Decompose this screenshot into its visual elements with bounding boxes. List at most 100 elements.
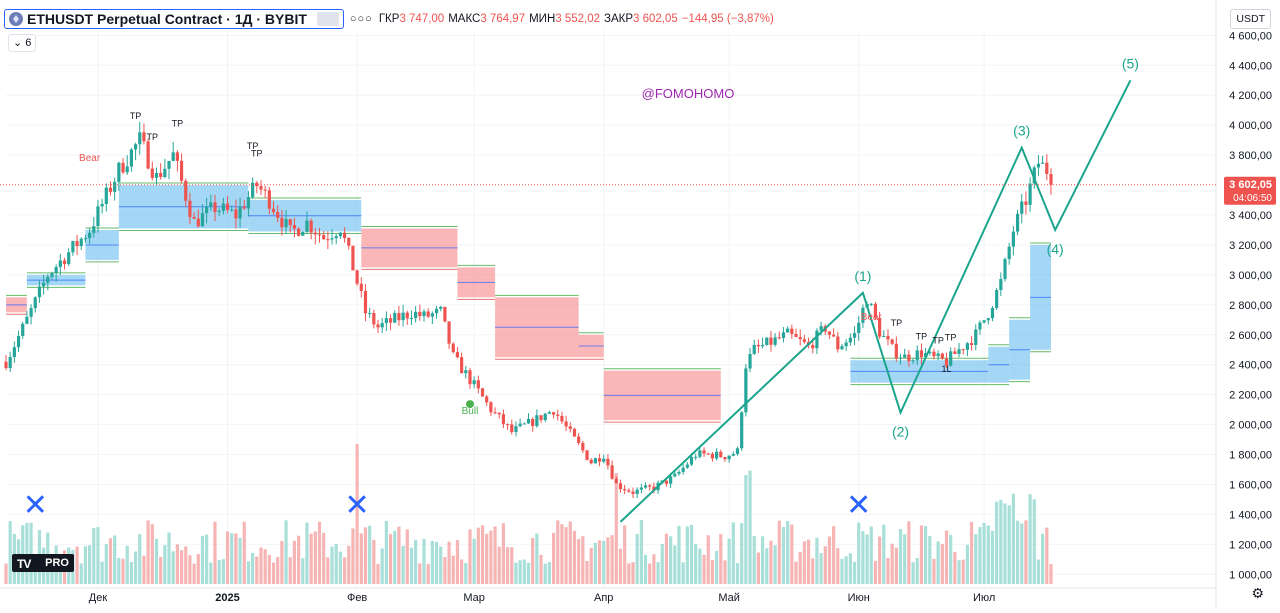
volume-bar bbox=[480, 525, 485, 584]
candle-body bbox=[179, 160, 184, 181]
more-icon[interactable]: ○○○ bbox=[349, 13, 373, 25]
volume-bar bbox=[543, 563, 547, 584]
candle-body bbox=[464, 370, 468, 374]
volume-bar bbox=[4, 563, 8, 584]
price-axis-label: 1 600,00 bbox=[1229, 479, 1272, 491]
volume-bar bbox=[451, 555, 455, 584]
volume-bar bbox=[873, 560, 878, 584]
volume-bar bbox=[526, 562, 531, 584]
volume-bar bbox=[848, 553, 852, 584]
candle-body bbox=[426, 311, 430, 317]
candle-body bbox=[564, 421, 568, 427]
candle-body bbox=[560, 415, 564, 422]
price-axis-label: 2 400,00 bbox=[1229, 360, 1272, 372]
candle-body bbox=[209, 202, 213, 207]
volume-bar bbox=[83, 546, 88, 584]
volume-bar bbox=[397, 526, 401, 584]
candle-body bbox=[631, 491, 635, 494]
volume-bar bbox=[125, 545, 129, 584]
volume-bar bbox=[280, 541, 284, 584]
chevron-down-icon: ⌄ bbox=[13, 37, 23, 49]
candle-body bbox=[1049, 174, 1053, 185]
volume-bar bbox=[179, 550, 184, 584]
volume-bar bbox=[652, 554, 656, 584]
candle-body bbox=[29, 308, 33, 317]
cross-marker-icon: ✕ bbox=[846, 489, 871, 522]
volume-bar bbox=[351, 528, 355, 584]
candle-body bbox=[92, 226, 96, 233]
gear-icon[interactable]: ⚙ bbox=[1251, 585, 1264, 601]
candle-body bbox=[62, 260, 67, 265]
volume-bar bbox=[744, 474, 748, 584]
volume-bar bbox=[372, 539, 376, 584]
volume-bar bbox=[1036, 559, 1041, 584]
candle-body bbox=[485, 396, 489, 403]
indicators-toggle[interactable]: ⌄ 6 bbox=[8, 34, 37, 52]
volume-bar bbox=[681, 562, 685, 584]
signal-bear-label: Bear bbox=[861, 312, 883, 323]
cross-marker-icon: ✕ bbox=[23, 489, 48, 522]
candle-body bbox=[175, 152, 179, 161]
candle-body bbox=[878, 317, 882, 337]
volume-bar bbox=[669, 536, 673, 584]
volume-bar bbox=[756, 552, 760, 584]
candle-body bbox=[581, 442, 585, 451]
volume-bar bbox=[430, 540, 434, 584]
candle-body bbox=[12, 347, 16, 358]
volume-bar bbox=[602, 540, 606, 584]
candle-body bbox=[827, 331, 832, 335]
volume-bar bbox=[969, 521, 974, 584]
candle-body bbox=[857, 322, 861, 334]
volume-bar bbox=[702, 554, 706, 584]
candle-body bbox=[869, 303, 873, 305]
candle-body bbox=[986, 318, 990, 321]
volume-bar bbox=[995, 501, 999, 584]
candle-body bbox=[539, 415, 543, 421]
signal-tp-label: TP bbox=[247, 141, 259, 151]
candle-body bbox=[422, 311, 426, 317]
volume-bar bbox=[522, 559, 526, 584]
volume-bar bbox=[832, 526, 836, 584]
price-axis-label: 2 600,00 bbox=[1229, 330, 1272, 342]
signal-tp-label: 1L bbox=[941, 364, 951, 374]
volume-bar bbox=[589, 547, 593, 584]
tradingview-logo-text: PRO bbox=[45, 557, 69, 569]
volume-bar bbox=[627, 563, 631, 584]
currency-select[interactable]: USDT bbox=[1230, 9, 1271, 29]
candle-body bbox=[418, 311, 422, 317]
trend-cloud bbox=[6, 182, 1051, 423]
volume-bars bbox=[4, 444, 1053, 584]
volume-bar bbox=[163, 545, 167, 584]
candle-body bbox=[225, 203, 230, 210]
symbol-search[interactable]: ETHUSDT Perpetual Contract · 1Д · BYBIT bbox=[4, 9, 344, 29]
volume-bar bbox=[986, 525, 990, 584]
volume-bar bbox=[585, 560, 589, 584]
volume-bar bbox=[932, 558, 936, 584]
volume-bar bbox=[171, 551, 175, 584]
volume-bar bbox=[748, 470, 752, 584]
candle-body bbox=[468, 370, 472, 385]
candle-body bbox=[188, 200, 192, 218]
candle-body bbox=[794, 333, 798, 337]
candle-body bbox=[71, 241, 75, 253]
volume-bar bbox=[618, 548, 623, 584]
candle-body bbox=[154, 172, 159, 178]
candle-body bbox=[251, 182, 255, 198]
volume-bar bbox=[706, 535, 710, 584]
volume-bar bbox=[982, 522, 986, 584]
price-axis-label: 4 200,00 bbox=[1229, 90, 1272, 102]
volume-bar bbox=[811, 558, 815, 584]
ohlc-low: МИН3 552,02 bbox=[529, 13, 601, 25]
volume-bar bbox=[869, 526, 873, 584]
candle-body bbox=[380, 323, 384, 328]
tradingview-logo: TV PRO bbox=[12, 554, 74, 572]
candle-body bbox=[238, 206, 242, 219]
volume-bar bbox=[376, 563, 380, 584]
compare-button[interactable] bbox=[316, 12, 339, 26]
ohlc-values: ГКР3 747,00 МАКС3 764,97 МИН3 552,02 ЗАК… bbox=[379, 13, 774, 25]
volume-bar bbox=[924, 526, 928, 584]
ohlc-high: МАКС3 764,97 bbox=[448, 13, 526, 25]
signal-tp-label: TP bbox=[130, 111, 142, 121]
